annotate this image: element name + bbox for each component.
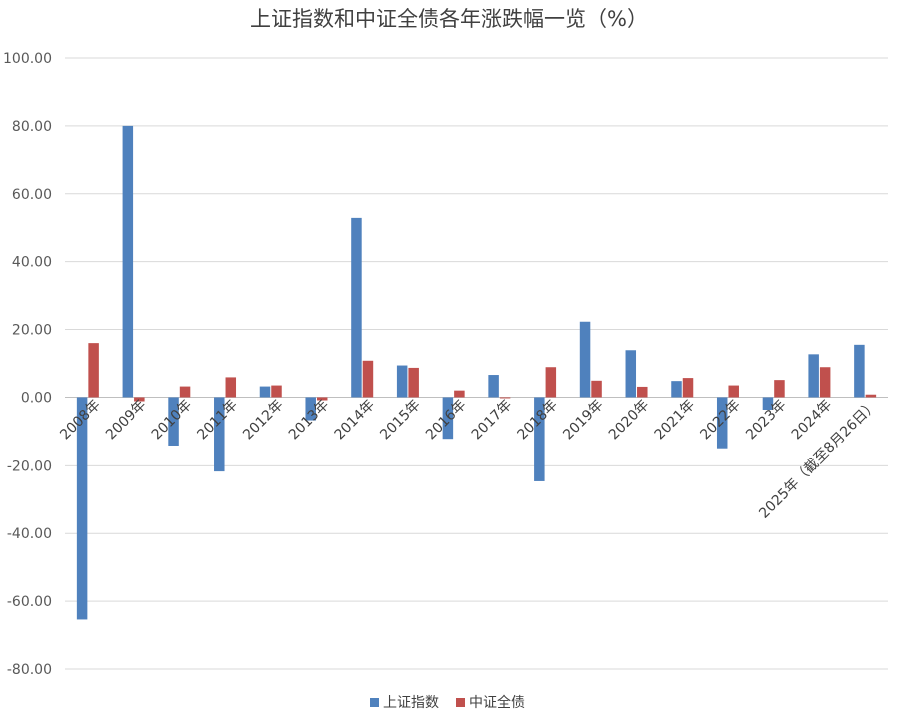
bar-bond xyxy=(271,385,282,398)
legend-entry: 上证指数 xyxy=(383,695,439,711)
x-axis-categories: 2008年 2009年 2010年 2011年 2012年 2013年 2014年 2015年… xyxy=(57,397,881,522)
bar-bond xyxy=(774,380,785,398)
x-category-label: 2024年 xyxy=(789,397,835,443)
bar-sse xyxy=(716,397,728,449)
bar-sse xyxy=(259,386,271,398)
x-category-label: 2012年 xyxy=(240,397,286,443)
x-category-label: 2020年 xyxy=(606,397,652,443)
bar-bond xyxy=(134,397,145,402)
bar-sse xyxy=(168,397,179,446)
bar-sse xyxy=(671,381,682,398)
bar-sse xyxy=(214,397,225,472)
bar-bond xyxy=(637,386,648,398)
y-tick-label: 80.00 xyxy=(12,119,52,135)
legend-swatch xyxy=(456,698,465,707)
bar-sse xyxy=(76,397,88,620)
bar-bond xyxy=(819,367,831,398)
y-tick-label: -60.00 xyxy=(7,594,52,610)
bar-bond xyxy=(865,394,877,398)
bar-bond xyxy=(682,378,694,398)
y-tick-label: 60.00 xyxy=(12,187,52,203)
bar-sse xyxy=(854,344,865,398)
bar-bond xyxy=(225,377,237,398)
bar-sse xyxy=(579,321,591,398)
x-category-label: 2015年 xyxy=(377,397,423,443)
bar-bond xyxy=(179,386,191,398)
bar-sse xyxy=(351,217,362,398)
bar-bond xyxy=(316,397,328,401)
x-category-label: 2014年 xyxy=(332,397,378,443)
bar-sse xyxy=(305,397,316,421)
bar-bond xyxy=(545,367,557,398)
y-axis-ticks: 100.00 80.00 60.00 40.00 20.00 0.00 -20.00 -40.… xyxy=(3,51,52,678)
y-tick-label: -40.00 xyxy=(7,526,52,542)
bar-bond xyxy=(362,360,374,398)
legend: 上证指数 中证全债 xyxy=(370,694,525,711)
y-tick-label: 0.00 xyxy=(21,390,52,406)
bar-bond xyxy=(728,385,739,398)
x-category-label: 2009年 xyxy=(103,397,149,443)
bar-sse xyxy=(762,397,774,411)
y-tick-label: 40.00 xyxy=(12,255,52,271)
chart-title: 上证指数和中证全债各年涨跌幅一览（%） xyxy=(250,7,648,31)
bar-bond xyxy=(454,390,465,398)
bar-sse xyxy=(442,397,454,440)
bar-sse xyxy=(122,125,134,398)
legend-entry: 中证全债 xyxy=(469,694,525,711)
x-category-label: 2019年 xyxy=(560,397,606,443)
legend-swatch xyxy=(370,698,379,707)
bar-bond xyxy=(591,380,602,398)
y-tick-label: 20.00 xyxy=(12,323,52,339)
bar-sse xyxy=(534,397,545,481)
y-tick-label: -20.00 xyxy=(7,458,52,474)
y-tick-label: -80.00 xyxy=(7,662,52,678)
y-tick-label: 100.00 xyxy=(3,51,52,67)
gridlines xyxy=(65,57,888,670)
bar-bond xyxy=(88,343,99,398)
bar-sse xyxy=(808,354,819,398)
bar-sse xyxy=(396,365,408,398)
x-category-label: 2021年 xyxy=(652,397,698,443)
bar-bond xyxy=(408,367,419,398)
bar-bond xyxy=(499,397,511,399)
x-category-label: 2017年 xyxy=(469,397,515,443)
bar-sse xyxy=(488,375,499,398)
bar-sse xyxy=(625,350,637,398)
bars xyxy=(76,125,877,620)
